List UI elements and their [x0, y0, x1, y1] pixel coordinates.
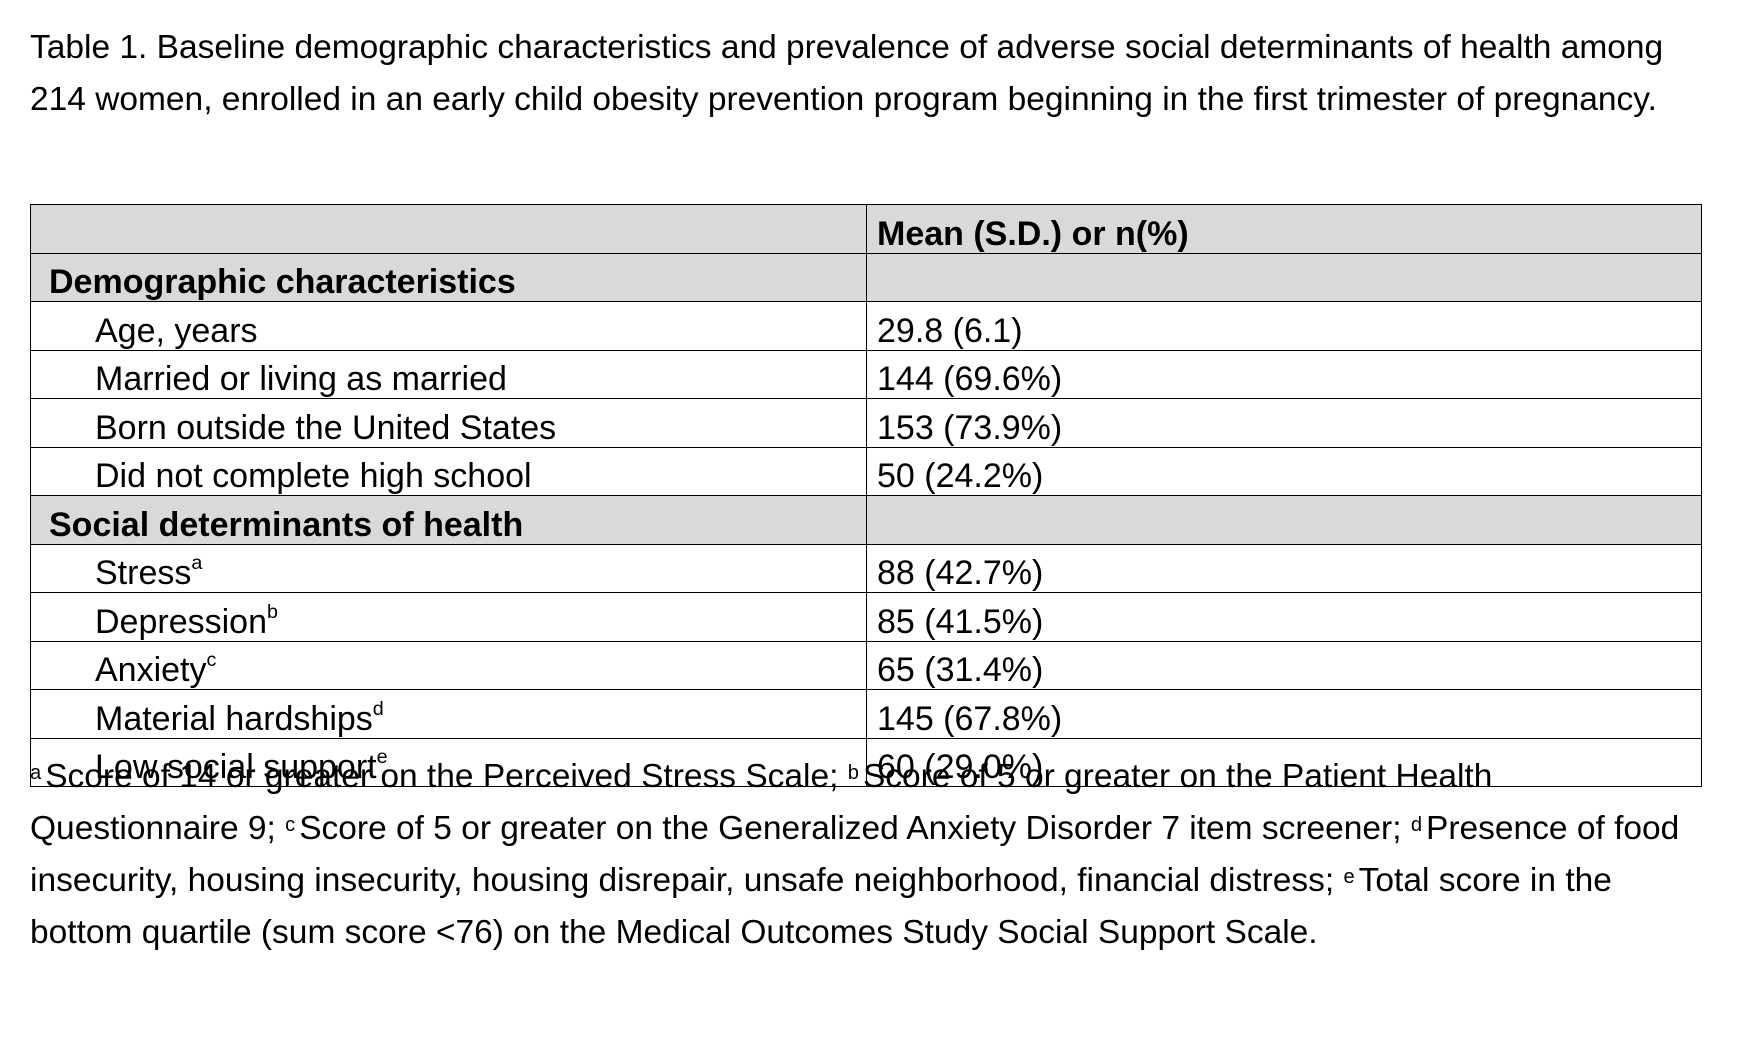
- row-value: 65 (31.4%): [866, 640, 1702, 690]
- table-row: Born outside the United States 153 (73.9…: [30, 398, 1702, 448]
- row-value: 153 (73.9%): [866, 398, 1702, 448]
- row-label-text: Married or living as married: [95, 360, 507, 398]
- table-row: Anxietyc 65 (31.4%): [30, 640, 1702, 690]
- section-row-demographics: Demographic characteristics: [30, 252, 1702, 302]
- row-value: 60 (29.0%): [866, 737, 1702, 787]
- section-value-cell: [866, 252, 1702, 302]
- table-row: Depressionb 85 (41.5%): [30, 592, 1702, 642]
- footnote-mark: b: [847, 762, 859, 784]
- row-footnote-mark: b: [266, 600, 278, 623]
- row-footnote-mark: a: [191, 552, 203, 574]
- row-label-text: Low social support: [95, 748, 377, 786]
- table-row: Stressa 88 (42.7%): [30, 543, 1702, 593]
- row-label: Depressionb: [30, 592, 867, 642]
- row-label: Low social supporte: [30, 737, 867, 787]
- table-row: Low social supporte 60 (29.0%): [30, 737, 1702, 787]
- footnote-text: Score of 14 or greater on the Perceived …: [45, 758, 848, 795]
- header-value-cell: Mean (S.D.) or n(%): [866, 204, 1702, 254]
- table-caption: Table 1. Baseline demographic characteri…: [30, 29, 1664, 118]
- table-row: Did not complete high school 50 (24.2%): [30, 446, 1702, 496]
- row-value: 145 (67.8%): [866, 689, 1702, 739]
- row-value: 144 (69.6%): [866, 349, 1702, 399]
- footnote-text: Total score in the bottom quartile (sum …: [30, 862, 1612, 951]
- row-label-text: Stress: [95, 554, 192, 592]
- row-label: Age, years: [30, 301, 867, 351]
- row-label-text: Born outside the United States: [95, 408, 557, 447]
- footnote-mark: e: [1343, 866, 1355, 888]
- row-label: Stressa: [30, 543, 867, 593]
- row-label-text: Age, years: [95, 311, 258, 350]
- row-value: 29.8 (6.1): [866, 301, 1702, 351]
- row-label: Born outside the United States: [30, 398, 867, 448]
- table-row: Material hardshipsd 145 (67.8%): [30, 689, 1702, 739]
- footnote-text: Presence of food insecurity, housing ins…: [30, 810, 1680, 899]
- row-footnote-mark: c: [206, 649, 217, 671]
- table-header-row: Mean (S.D.) or n(%): [30, 204, 1702, 254]
- section-title: Demographic characteristics: [30, 252, 867, 302]
- table-row: Age, years 29.8 (6.1): [30, 301, 1702, 351]
- row-label-text: Did not complete high school: [95, 457, 532, 495]
- baseline-characteristics-table: Mean (S.D.) or n(%) Demographic characte…: [30, 204, 1702, 787]
- row-value: 88 (42.7%): [866, 543, 1702, 593]
- row-label: Did not complete high school: [30, 446, 867, 496]
- footnote-text: Score of 5 or greater on the Patient Hea…: [30, 758, 1493, 847]
- row-value: 85 (41.5%): [866, 592, 1702, 642]
- header-label-cell: [30, 204, 867, 254]
- footnote-mark: c: [285, 814, 296, 836]
- table-footnotes: a Score of 14 or greater on the Perceived…: [30, 751, 1710, 959]
- row-label-text: Material hardships: [95, 699, 373, 738]
- document-page: Table 1. Baseline demographic characteri…: [30, 22, 1710, 951]
- row-label-text: Anxiety: [95, 651, 207, 689]
- row-label: Married or living as married: [30, 349, 867, 399]
- row-value: 50 (24.2%): [866, 446, 1702, 496]
- footnote-mark: d: [1410, 814, 1423, 836]
- section-row-social-determinants: Social determinants of health: [30, 495, 1702, 545]
- row-label: Material hardshipsd: [30, 689, 867, 739]
- row-label: Anxietyc: [30, 640, 867, 690]
- table-row: Married or living as married 144 (69.6%): [30, 349, 1702, 399]
- footnote-text: Score of 5 or greater on the Generalized…: [299, 810, 1411, 847]
- row-footnote-mark: e: [376, 746, 388, 768]
- row-label-text: Depression: [95, 602, 267, 641]
- row-footnote-mark: d: [372, 697, 384, 720]
- footnote-mark: a: [30, 762, 42, 784]
- section-value-cell: [866, 495, 1702, 545]
- section-title: Social determinants of health: [30, 495, 867, 545]
